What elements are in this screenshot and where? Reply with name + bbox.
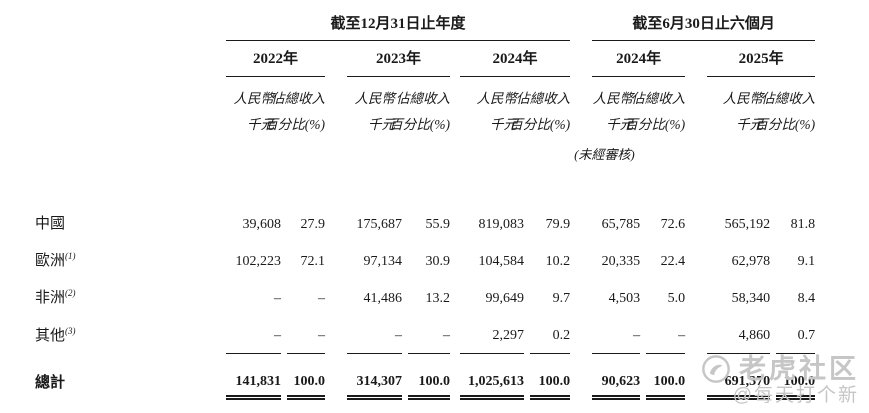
- value-cell: –: [408, 315, 450, 354]
- year-header-2022: 2022年: [226, 40, 325, 77]
- subheader-rmb-thousand: 人民幣 千元: [592, 90, 634, 132]
- group-header-annual: 截至12月31日止年度: [226, 12, 571, 42]
- footnote-marker: (1): [65, 251, 76, 262]
- subheader-pct-of-revenue: 佔總收入 百分比(%): [389, 90, 450, 132]
- row-label-others: 其他(3): [35, 325, 76, 344]
- value-cell: 30.9: [425, 254, 451, 270]
- year-header-2024: 2024年: [460, 40, 571, 77]
- value-cell: 565,192: [724, 217, 771, 233]
- row-label-total: 總計: [35, 374, 66, 391]
- group-header-interim: 截至6月30日止六個月: [592, 12, 816, 42]
- value-cell: 58,340: [731, 291, 771, 307]
- total-value-cell: 90,623: [592, 373, 641, 400]
- value-cell: 72.1: [300, 254, 326, 270]
- value-cell: –: [347, 315, 402, 354]
- footnote-marker: (2): [65, 288, 76, 299]
- value-cell: 97,134: [363, 254, 403, 270]
- revenue-by-region-table: 截至12月31日止年度 截至6月30日止六個月 2022年 2023年 2024…: [35, 12, 816, 400]
- value-cell: 41,486: [363, 291, 403, 307]
- value-cell: 9.1: [797, 254, 816, 270]
- subheader-rmb-thousand: 人民幣 千元: [476, 90, 518, 132]
- value-cell: 5.0: [667, 291, 686, 307]
- watermark-handle: @每天打个新: [732, 385, 859, 406]
- value-cell: 62,978: [731, 254, 771, 270]
- unaudited-note-row: (未經審核): [35, 138, 815, 163]
- year-header-row: 2022年 2023年 2024年 2024年 2025年: [35, 40, 816, 77]
- table-row-others: 其他(3) – – – – 2,297 0.2 – – 4,860 0.7: [35, 315, 816, 354]
- year-header-2023: 2023年: [347, 40, 450, 77]
- value-cell: 4,503: [608, 291, 641, 307]
- value-cell: 55.9: [425, 217, 451, 233]
- value-cell: 20,335: [601, 254, 641, 270]
- total-value-cell: 100.0: [287, 373, 325, 400]
- unaudited-note: (未經審核): [574, 146, 635, 162]
- total-value-cell: 100.0: [530, 373, 571, 400]
- value-cell: 79.9: [545, 217, 571, 233]
- tiger-logo-icon: [701, 354, 731, 384]
- total-value-cell: 314,307: [347, 373, 402, 400]
- group-header-row: 截至12月31日止年度 截至6月30日止六個月: [35, 12, 816, 42]
- value-cell: 39,608: [242, 217, 282, 233]
- value-cell: –: [287, 315, 325, 354]
- total-value-cell: 691,370: [707, 373, 771, 400]
- row-label-europe: 歐洲(1): [35, 251, 76, 270]
- value-cell: 27.9: [300, 217, 326, 233]
- subheader-pct-of-revenue: 佔總收入 百分比(%): [754, 90, 816, 132]
- total-value-cell: 141,831: [226, 373, 281, 400]
- value-cell: 4,860: [707, 315, 771, 354]
- subheader-rmb-thousand: 人民幣 千元: [233, 90, 275, 132]
- value-cell: 104,584: [478, 254, 525, 270]
- value-cell: 0.7: [776, 315, 816, 354]
- watermark-brand: 老虎社区: [739, 353, 859, 384]
- value-cell: 9.7: [552, 291, 571, 307]
- table-row-china: 中國 39,608 27.9 175,687 55.9 819,083 79.9…: [35, 205, 815, 242]
- table-row-europe: 歐洲(1) 102,223 72.1 97,134 30.9 104,584 1…: [35, 242, 815, 279]
- table-row-africa: 非洲(2) – – 41,486 13.2 99,649 9.7 4,503 5…: [35, 279, 815, 316]
- total-value-cell: 100.0: [776, 373, 816, 400]
- value-cell: 81.8: [790, 217, 816, 233]
- value-cell: 22.4: [660, 254, 686, 270]
- subheader-pct-of-revenue: 佔總收入 百分比(%): [509, 90, 571, 132]
- table-row-total: 總計 141,831 100.0 314,307 100.0 1,025,613…: [35, 373, 816, 400]
- total-value-cell: 100.0: [646, 373, 686, 400]
- footnote-marker: (3): [65, 325, 76, 336]
- value-cell: 102,223: [235, 254, 282, 270]
- value-cell: 0.2: [530, 315, 571, 354]
- subheader-rmb-thousand: 人民幣 千元: [722, 90, 764, 132]
- value-cell: 65,785: [601, 217, 641, 233]
- subheader-rmb-thousand: 人民幣 千元: [354, 90, 396, 132]
- row-label-africa: 非洲(2): [35, 288, 76, 307]
- value-cell: –: [318, 291, 325, 307]
- value-cell: –: [592, 315, 641, 354]
- value-cell: –: [274, 291, 281, 307]
- total-value-cell: 1,025,613: [460, 373, 524, 400]
- value-cell: 8.4: [797, 291, 816, 307]
- value-cell: 175,687: [356, 217, 403, 233]
- subheader-pct-of-revenue: 佔總收入 百分比(%): [624, 90, 686, 132]
- value-cell: –: [646, 315, 686, 354]
- value-cell: 13.2: [425, 291, 451, 307]
- watermark: 老虎社区 @每天打个新: [701, 354, 859, 405]
- value-cell: –: [226, 315, 281, 354]
- value-cell: 819,083: [478, 217, 525, 233]
- year-header-2025-interim: 2025年: [707, 40, 816, 77]
- total-value-cell: 100.0: [408, 373, 450, 400]
- value-cell: 2,297: [460, 315, 524, 354]
- value-cell: 99,649: [485, 291, 525, 307]
- value-cell: 10.2: [545, 254, 571, 270]
- value-cell: 72.6: [660, 217, 686, 233]
- year-header-2024-interim: 2024年: [592, 40, 686, 77]
- column-subheader-row: 人民幣 千元 佔總收入 百分比(%) 人民幣 千元 佔總收入 百分比(%) 人民幣 千元 …: [35, 76, 816, 138]
- row-label-china: 中國: [35, 216, 66, 233]
- subheader-pct-of-revenue: 佔總收入 百分比(%): [264, 90, 325, 132]
